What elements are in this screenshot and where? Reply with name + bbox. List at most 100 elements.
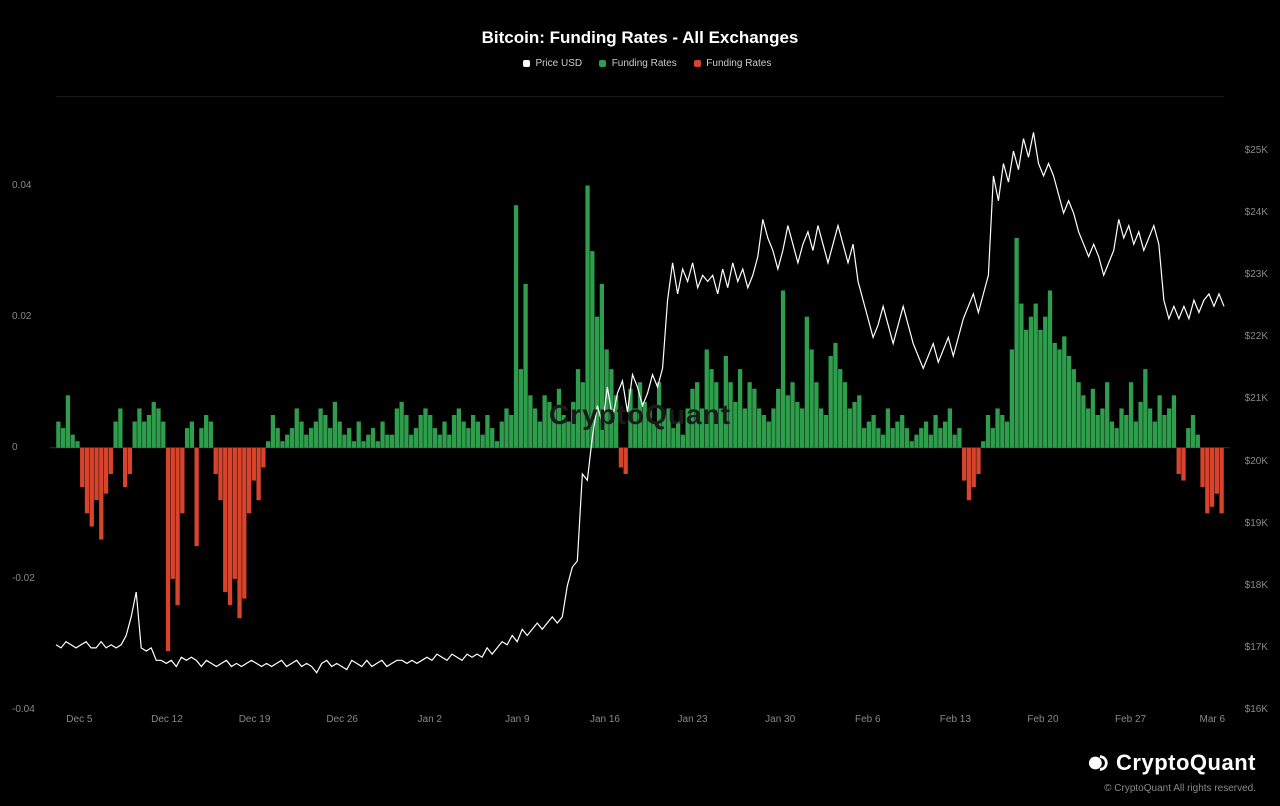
funding-bar [228, 448, 232, 605]
funding-bar [233, 448, 237, 579]
funding-bar [256, 448, 260, 500]
funding-bar [1129, 382, 1133, 448]
funding-bar [910, 441, 914, 448]
funding-bar [123, 448, 127, 487]
funding-bar [833, 343, 837, 448]
funding-bar [819, 408, 823, 447]
funding-bar [180, 448, 184, 514]
funding-bar [209, 422, 213, 448]
funding-bar [929, 435, 933, 448]
funding-bar [156, 408, 160, 447]
funding-bar [1119, 408, 1123, 447]
y-right-tick-label: $17K [1228, 642, 1268, 653]
funding-bar [481, 435, 485, 448]
funding-bar [1153, 422, 1157, 448]
funding-bar [652, 422, 656, 448]
funding-bar [1053, 343, 1057, 448]
funding-bar [271, 415, 275, 448]
funding-bar [738, 369, 742, 448]
funding-bar [1038, 330, 1042, 448]
funding-bar [767, 422, 771, 448]
funding-bar [71, 435, 75, 448]
x-tick-label: Mar 6 [1200, 714, 1226, 725]
funding-bar [914, 435, 918, 448]
y-right-tick-label: $18K [1228, 580, 1268, 591]
funding-bar [690, 389, 694, 448]
funding-bar [1162, 415, 1166, 448]
y-right-tick-label: $23K [1228, 269, 1268, 280]
funding-bar [442, 422, 446, 448]
funding-bar [133, 422, 137, 448]
funding-bar [528, 395, 532, 447]
funding-bar [323, 415, 327, 448]
funding-bar [309, 428, 313, 448]
funding-bar [457, 408, 461, 447]
funding-bar [733, 402, 737, 448]
copyright-text: © CryptoQuant All rights reserved. [1104, 783, 1256, 794]
funding-bar [500, 422, 504, 448]
funding-bar [1143, 369, 1147, 448]
funding-bar [1034, 304, 1038, 448]
funding-bar [991, 428, 995, 448]
funding-bar [318, 408, 322, 447]
funding-bar [299, 422, 303, 448]
funding-bar [485, 415, 489, 448]
funding-bar [61, 428, 65, 448]
funding-bar [1086, 408, 1090, 447]
top-rule [56, 96, 1224, 97]
funding-bar [1205, 448, 1209, 514]
funding-bar [552, 408, 556, 447]
funding-bar [242, 448, 246, 599]
funding-bar [423, 408, 427, 447]
funding-bar [643, 402, 647, 448]
funding-bar [604, 349, 608, 447]
funding-bar [757, 408, 761, 447]
funding-bar [1158, 395, 1162, 447]
funding-bar [595, 317, 599, 448]
y-right-tick-label: $24K [1228, 207, 1268, 218]
funding-bar [1167, 408, 1171, 447]
funding-bar [657, 382, 661, 448]
funding-bar [666, 408, 670, 447]
legend-swatch-price [523, 60, 530, 67]
funding-bar [161, 422, 165, 448]
funding-bar [795, 402, 799, 448]
funding-bar [523, 284, 527, 448]
funding-bar [261, 448, 265, 468]
funding-bar [972, 448, 976, 487]
funding-bar [404, 415, 408, 448]
funding-bar [862, 428, 866, 448]
funding-bar [461, 422, 465, 448]
funding-bar [171, 448, 175, 579]
funding-bar [786, 395, 790, 447]
funding-bar [447, 435, 451, 448]
funding-bar [838, 369, 842, 448]
funding-bar [895, 422, 899, 448]
funding-bar [557, 389, 561, 448]
funding-bar [338, 422, 342, 448]
funding-bar [90, 448, 94, 527]
plot-area: CryptoQuant [56, 120, 1224, 710]
funding-bar [1000, 415, 1004, 448]
funding-bar [276, 428, 280, 448]
funding-bar [438, 435, 442, 448]
funding-bar [504, 408, 508, 447]
funding-bar [1072, 369, 1076, 448]
funding-bar [843, 382, 847, 448]
funding-bar [509, 415, 513, 448]
y-left-tick-label: 0 [12, 442, 52, 453]
funding-bar [728, 382, 732, 448]
funding-bar [1215, 448, 1219, 494]
x-tick-label: Jan 23 [678, 714, 708, 725]
funding-bar [876, 428, 880, 448]
funding-bar [94, 448, 98, 500]
funding-bar [56, 422, 60, 448]
funding-bar [714, 382, 718, 448]
funding-bar [452, 415, 456, 448]
funding-bar [1148, 408, 1152, 447]
chart-container: Bitcoin: Funding Rates - All Exchanges P… [0, 0, 1280, 806]
funding-bar [924, 422, 928, 448]
funding-bar [1048, 290, 1052, 447]
funding-bar [1110, 422, 1114, 448]
funding-bar [109, 448, 113, 474]
